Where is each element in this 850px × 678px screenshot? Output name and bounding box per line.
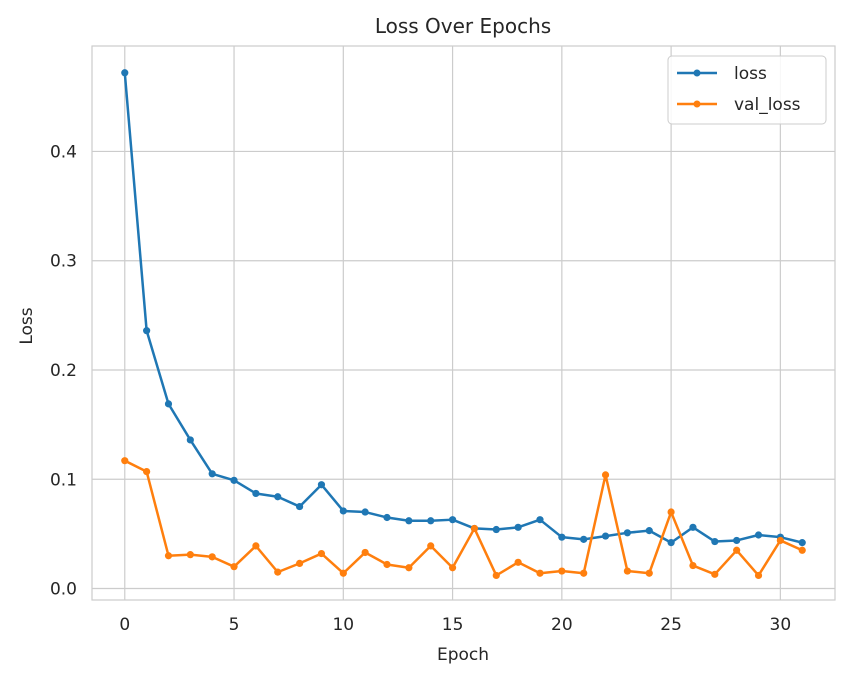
data-point-loss <box>711 537 719 546</box>
data-point-loss <box>733 536 741 545</box>
data-point-loss <box>252 489 260 498</box>
data-point-val-loss <box>798 546 806 554</box>
y-tick-label: 0.0 <box>50 580 77 600</box>
data-point-loss <box>798 539 806 547</box>
plot-frame <box>91 45 836 601</box>
x-axis-label: Epoch <box>437 645 489 665</box>
data-point-loss <box>689 523 697 531</box>
data-point-loss <box>186 436 194 444</box>
data-point-val-loss <box>580 569 588 577</box>
y-tick-label: 0.4 <box>50 142 77 162</box>
data-point-loss <box>427 517 435 525</box>
data-point-val-loss <box>667 508 675 516</box>
series-line-loss <box>123 72 803 544</box>
data-point-val-loss <box>689 561 697 570</box>
y-tick-label: 0.2 <box>50 361 77 381</box>
data-point-val-loss <box>121 457 129 465</box>
data-point-val-loss <box>645 569 653 577</box>
data-point-val-loss <box>558 567 566 575</box>
x-tick-label: 30 <box>770 615 792 635</box>
data-point-loss <box>623 529 631 537</box>
data-point-loss <box>339 507 347 515</box>
x-tick-label: 0 <box>119 615 130 635</box>
data-point-val-loss <box>470 524 479 533</box>
data-point-val-loss <box>601 471 610 479</box>
data-point-loss <box>230 476 238 484</box>
data-point-val-loss <box>317 549 326 558</box>
y-tick-label: 0.3 <box>50 252 77 272</box>
data-point-val-loss <box>405 564 413 572</box>
x-tick-label: 25 <box>660 615 682 635</box>
data-point-val-loss <box>230 563 238 571</box>
data-point-loss <box>754 531 763 539</box>
y-tick-label: 0.1 <box>50 470 77 490</box>
data-point-val-loss <box>361 548 369 557</box>
data-point-val-loss <box>514 558 522 566</box>
data-point-val-loss <box>711 570 719 578</box>
data-point-val-loss <box>274 568 282 576</box>
x-axis-ticks: 0 5 10 15 20 25 30 <box>119 615 791 635</box>
data-point-loss <box>514 523 522 531</box>
data-point-val-loss <box>296 559 304 567</box>
data-point-loss <box>317 481 326 489</box>
data-point-val-loss <box>339 569 347 577</box>
data-point-val-loss <box>492 571 500 580</box>
data-point-loss <box>361 508 369 516</box>
x-tick-label: 10 <box>332 615 354 635</box>
data-point-val-loss <box>536 569 544 577</box>
legend-marker-val-loss <box>693 100 701 108</box>
data-point-loss <box>143 327 151 335</box>
data-point-val-loss <box>427 542 435 550</box>
data-point-val-loss <box>186 551 194 559</box>
x-tick-label: 20 <box>551 615 573 635</box>
data-point-loss <box>405 517 413 525</box>
chart-title: Loss Over Epochs <box>375 14 551 38</box>
data-point-val-loss <box>754 571 763 580</box>
legend-label-loss: loss <box>734 64 767 84</box>
series-loss <box>121 69 806 547</box>
data-point-loss <box>383 513 391 522</box>
data-point-val-loss <box>776 536 784 545</box>
series-val-loss <box>121 457 806 580</box>
data-point-val-loss <box>623 567 631 575</box>
data-point-loss <box>208 470 216 478</box>
data-point-loss <box>121 69 129 77</box>
data-point-loss <box>296 502 304 511</box>
data-point-loss <box>645 527 653 535</box>
data-point-val-loss <box>448 564 457 572</box>
data-point-loss <box>492 525 500 534</box>
series-line-val-loss <box>124 459 803 577</box>
grid <box>92 46 835 600</box>
data-point-loss <box>536 516 544 524</box>
y-axis-label: Loss <box>17 307 37 344</box>
series-group <box>121 69 806 580</box>
data-point-val-loss <box>733 546 741 554</box>
legend: loss val_loss <box>667 55 827 125</box>
data-point-loss <box>580 535 588 543</box>
x-tick-label: 5 <box>229 615 240 635</box>
data-point-loss <box>667 539 675 547</box>
data-point-val-loss <box>143 468 151 476</box>
legend-label-val-loss: val_loss <box>734 95 801 115</box>
y-axis-ticks: 0.0 0.1 0.2 0.3 0.4 <box>50 142 77 599</box>
legend-marker-loss <box>693 69 701 77</box>
data-point-loss <box>448 516 457 524</box>
data-point-val-loss <box>164 552 173 560</box>
data-point-val-loss <box>383 560 391 569</box>
x-tick-label: 15 <box>442 615 464 635</box>
data-point-val-loss <box>208 553 216 561</box>
data-point-loss <box>274 493 282 501</box>
data-point-loss <box>601 532 610 540</box>
data-point-loss <box>164 400 173 408</box>
data-point-val-loss <box>252 542 260 550</box>
data-point-loss <box>558 533 566 541</box>
